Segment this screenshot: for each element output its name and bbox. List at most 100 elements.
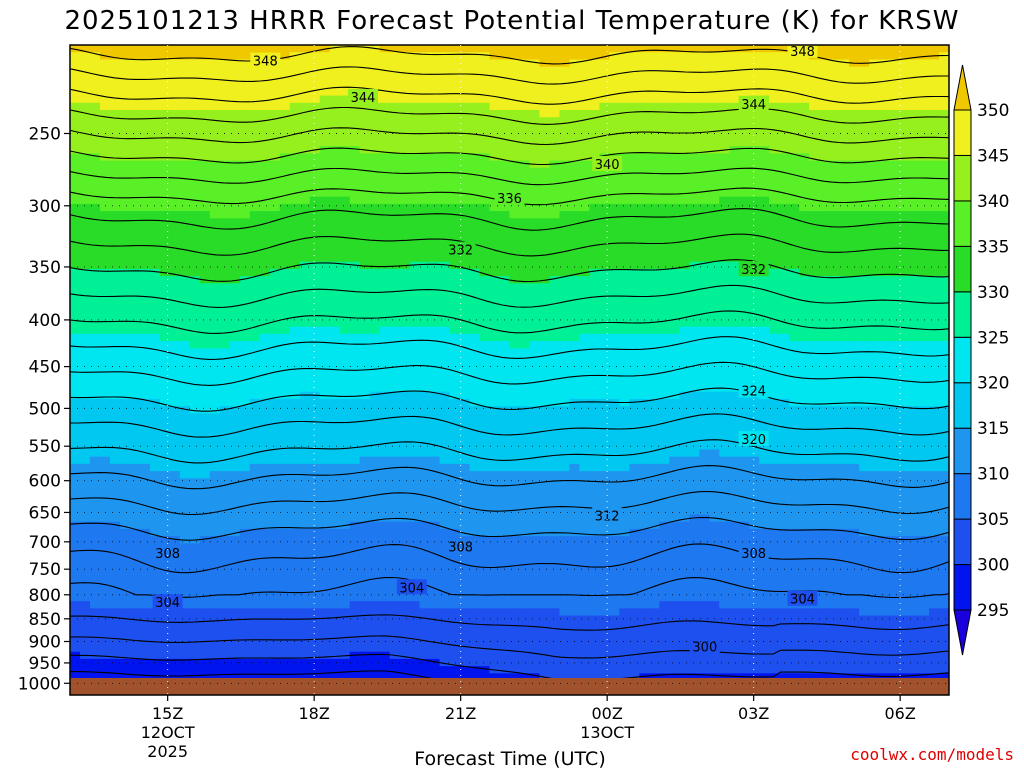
field-cell [459, 514, 471, 523]
field-cell [269, 66, 281, 75]
field-cell [259, 398, 271, 407]
field-cell [559, 471, 571, 479]
field-cell [229, 637, 241, 646]
field-cell [499, 66, 511, 75]
field-cell [559, 637, 571, 646]
field-cell [419, 420, 431, 429]
field-cell [239, 514, 251, 523]
field-cell [179, 268, 191, 277]
field-cell [539, 131, 551, 140]
field-cell [129, 507, 141, 516]
field-cell [479, 189, 491, 198]
field-cell [299, 456, 311, 465]
field-cell [529, 218, 541, 227]
field-cell [389, 572, 401, 581]
field-cell [429, 59, 441, 68]
field-cell [159, 167, 171, 176]
field-cell [599, 73, 610, 82]
field-cell [549, 254, 561, 263]
field-cell [219, 673, 231, 678]
field-cell [369, 615, 381, 624]
field-cell [259, 601, 271, 609]
field-cell [169, 536, 181, 544]
field-cell [70, 348, 81, 357]
field-cell [209, 45, 221, 53]
field-cell [229, 557, 241, 566]
field-cell [169, 341, 181, 349]
field-cell [189, 500, 201, 508]
field-cell [269, 601, 281, 609]
field-cell [239, 153, 251, 162]
field-cell [179, 211, 191, 219]
field-cell [249, 95, 261, 104]
field-cell [99, 601, 111, 609]
field-cell [469, 341, 481, 349]
field-cell [569, 160, 581, 169]
field-cell [499, 391, 511, 400]
field-cell [389, 81, 401, 89]
field-cell [179, 254, 191, 263]
field-cell [419, 528, 431, 537]
field-cell [109, 543, 121, 552]
field-cell [519, 391, 531, 400]
field-cell [599, 124, 610, 133]
field-cell [209, 485, 221, 494]
field-cell [529, 196, 541, 205]
field-cell [519, 442, 531, 451]
field-cell [389, 543, 401, 552]
field-cell [419, 658, 431, 667]
field-cell [359, 138, 371, 147]
field-cell [499, 167, 511, 176]
field-cell [299, 160, 311, 169]
field-cell [399, 644, 411, 653]
field-cell [439, 52, 451, 61]
field-cell [99, 81, 111, 89]
field-cell [509, 81, 521, 89]
field-cell [489, 182, 501, 191]
field-cell [119, 290, 131, 299]
field-cell [329, 167, 341, 176]
field-cell [599, 297, 610, 306]
field-cell [109, 492, 121, 501]
field-cell [499, 377, 511, 386]
field-cell [449, 312, 461, 321]
field-cell [269, 384, 281, 393]
field-cell [289, 348, 301, 357]
field-cell [519, 608, 531, 617]
field-cell [399, 305, 411, 313]
field-cell [70, 630, 81, 638]
field-cell [309, 579, 321, 588]
field-cell [299, 268, 311, 277]
field-cell [479, 225, 491, 234]
field-cell [359, 478, 371, 487]
field-cell [469, 630, 481, 638]
field-cell [189, 485, 201, 494]
field-cell [399, 391, 411, 400]
field-cell [70, 478, 81, 487]
field-cell [479, 117, 491, 126]
field-cell [599, 557, 610, 566]
field-cell [519, 471, 531, 479]
field-cell [559, 218, 571, 227]
field-cell [579, 673, 591, 678]
field-cell [70, 601, 81, 609]
field-cell [399, 88, 411, 97]
field-cell [269, 110, 281, 118]
field-cell [469, 232, 481, 241]
field-cell [599, 283, 610, 292]
field-cell [449, 630, 461, 638]
field-cell [389, 427, 401, 436]
field-cell [279, 290, 291, 299]
field-cell [599, 88, 610, 97]
field-cell [429, 543, 441, 552]
field-cell [279, 203, 291, 212]
field-cell [489, 355, 501, 364]
field-cell [189, 66, 201, 75]
field-cell [579, 500, 591, 508]
field-cell [369, 203, 381, 212]
field-cell [309, 514, 321, 523]
field-cell [339, 146, 351, 154]
field-cell [349, 608, 361, 617]
field-cell [579, 630, 591, 638]
field-cell [89, 666, 101, 674]
